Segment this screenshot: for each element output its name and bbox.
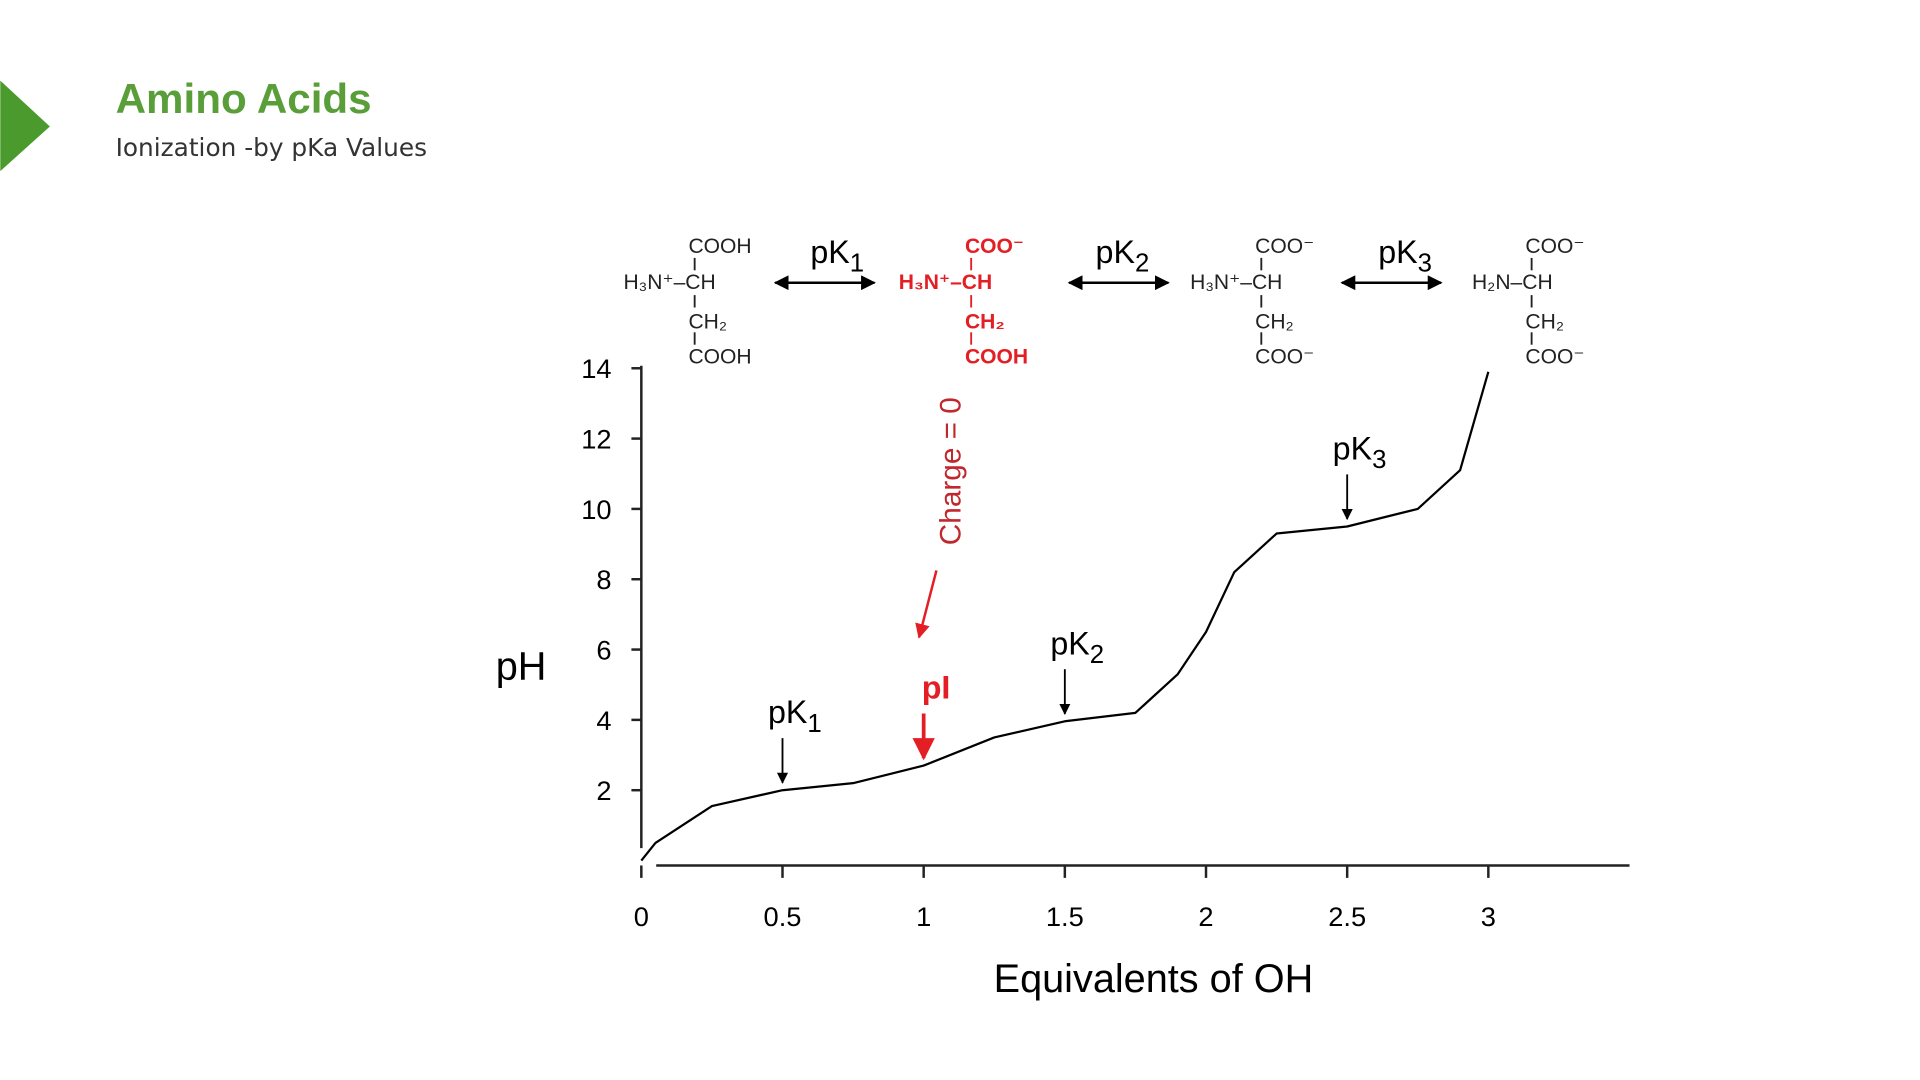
annotation-label-base: pK bbox=[768, 694, 808, 730]
title: Amino Acids bbox=[116, 75, 372, 122]
group-top: COO⁻ bbox=[1525, 235, 1584, 258]
step-label: pK2 bbox=[1096, 234, 1150, 278]
annotation-label-base: pK bbox=[1050, 625, 1090, 661]
y-tick-label: 14 bbox=[581, 353, 611, 384]
structure: COO⁻ H₃N⁺–CH CH₂ COO⁻ bbox=[1190, 235, 1314, 368]
step-label-base: pK bbox=[810, 234, 850, 270]
group-middle: H₃N⁺–CH bbox=[899, 271, 992, 294]
note-arrow bbox=[915, 570, 938, 639]
group-middle: H₃N⁺–CH bbox=[623, 271, 715, 294]
step-label-base: pK bbox=[1096, 234, 1136, 270]
step-label: pK3 bbox=[1378, 234, 1432, 278]
x-tick-label: 2.5 bbox=[1328, 901, 1366, 932]
x-tick-label: 1.5 bbox=[1046, 901, 1084, 932]
group-side: CH₂ bbox=[688, 311, 727, 334]
accent-triangle bbox=[0, 80, 50, 172]
step-label-sub: 2 bbox=[1135, 250, 1149, 278]
y-axis-title: pH bbox=[496, 644, 547, 688]
annotation-label: pK1 bbox=[768, 694, 822, 738]
step-label: pK1 bbox=[810, 234, 864, 278]
group-middle: H₂N–CH bbox=[1472, 271, 1553, 294]
y-tick-label: 12 bbox=[581, 424, 611, 455]
group-bottom: COO⁻ bbox=[1525, 345, 1584, 368]
charge-note: Charge = 0 bbox=[934, 397, 967, 545]
subtitle: Ionization -by pKa Values bbox=[116, 133, 427, 162]
group-top: COO⁻ bbox=[1255, 235, 1314, 258]
group-side: CH₂ bbox=[965, 311, 1005, 334]
group-side: CH₂ bbox=[1255, 311, 1294, 334]
x-tick-label: 0 bbox=[634, 901, 649, 932]
group-bottom: COOH bbox=[965, 345, 1028, 368]
group-top: COOH bbox=[688, 235, 751, 258]
group-top: COO⁻ bbox=[965, 235, 1024, 258]
x-axis-title: Equivalents of OH bbox=[994, 957, 1314, 1001]
structure: COO⁻ H₂N–CH CH₂ COO⁻ bbox=[1472, 235, 1585, 368]
y-tick-label: 6 bbox=[596, 634, 611, 665]
annotation-label: pK2 bbox=[1050, 625, 1104, 669]
structure: COOH H₃N⁺–CH CH₂ COOH bbox=[623, 235, 751, 368]
y-tick-label: 10 bbox=[581, 494, 611, 525]
group-side: CH₂ bbox=[1525, 311, 1564, 334]
group-middle: H₃N⁺–CH bbox=[1190, 271, 1282, 294]
titration-curve bbox=[640, 371, 1490, 862]
step-label-sub: 1 bbox=[850, 250, 864, 278]
annotation-label: pK3 bbox=[1333, 431, 1387, 475]
step-label-base: pK bbox=[1378, 234, 1418, 270]
step-label-sub: 3 bbox=[1418, 250, 1432, 278]
x-tick-label: 2 bbox=[1198, 901, 1213, 932]
x-tick-label: 3 bbox=[1481, 901, 1496, 932]
y-tick-label: 2 bbox=[596, 775, 611, 806]
annotation-label-sub: 3 bbox=[1372, 446, 1386, 474]
structure: COO⁻ H₃N⁺–CH CH₂ COOH bbox=[899, 235, 1028, 368]
x-tick-label: 1 bbox=[916, 901, 931, 932]
equilibrium: COOHH₃N⁺–CHCH₂COOHCOO⁻H₃N⁺–CHCH₂COOHCOO⁻… bbox=[623, 234, 1584, 368]
annotation-label: pI bbox=[922, 670, 951, 706]
x-tick-label: 0.5 bbox=[764, 901, 802, 932]
annotation-label-base: pI bbox=[922, 670, 951, 706]
group-bottom: COO⁻ bbox=[1255, 345, 1314, 368]
y-tick-label: 4 bbox=[596, 705, 611, 736]
annotation-label-sub: 1 bbox=[807, 710, 821, 738]
group-bottom: COOH bbox=[688, 345, 751, 368]
y-tick-label: 8 bbox=[596, 564, 611, 595]
annotation-label-sub: 2 bbox=[1090, 641, 1104, 669]
annotation-label-base: pK bbox=[1333, 431, 1373, 467]
